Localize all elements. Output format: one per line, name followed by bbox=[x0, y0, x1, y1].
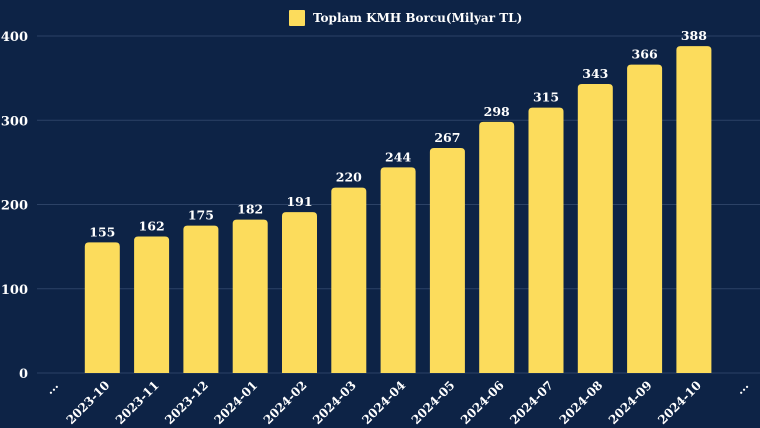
legend-swatch bbox=[289, 10, 305, 26]
data-label: 298 bbox=[484, 104, 510, 119]
bar bbox=[331, 187, 367, 373]
data-label: 388 bbox=[681, 28, 707, 43]
y-tick-label: 200 bbox=[1, 199, 28, 214]
data-label: 220 bbox=[336, 170, 362, 185]
data-label: 343 bbox=[582, 66, 608, 81]
x-axis: 2023-10 2023-11 2023-12 2024-01 2024-02 2024-… bbox=[42, 378, 751, 427]
bar bbox=[676, 46, 712, 374]
bar bbox=[577, 84, 613, 374]
x-tick-label: 2023-10 bbox=[64, 378, 113, 427]
data-label: 182 bbox=[237, 202, 263, 217]
data-label: 162 bbox=[139, 219, 165, 234]
y-tick-label: 400 bbox=[1, 30, 28, 45]
x-edge-label: ... bbox=[733, 378, 752, 397]
x-edge-label: ... bbox=[42, 378, 61, 397]
y-axis: 0 100 200 300 400 bbox=[1, 30, 28, 382]
bar bbox=[134, 236, 170, 373]
bar bbox=[282, 212, 317, 373]
x-tick-label: 2023-11 bbox=[113, 378, 162, 427]
data-label: 366 bbox=[632, 47, 658, 62]
x-tick-label: 2024-10 bbox=[655, 378, 704, 427]
x-tick-label: 2024-02 bbox=[261, 378, 310, 427]
bar bbox=[479, 121, 515, 373]
x-tick-label: 2024-04 bbox=[359, 378, 408, 427]
x-tick-label: 2024-07 bbox=[507, 378, 556, 427]
bar bbox=[380, 167, 416, 373]
x-tick-label: 2024-09 bbox=[606, 378, 655, 427]
bar bbox=[627, 64, 663, 374]
x-tick-label: 2024-08 bbox=[557, 378, 606, 427]
y-tick-label: 100 bbox=[1, 283, 28, 298]
x-tick-label: 2024-06 bbox=[458, 378, 507, 427]
data-label: 244 bbox=[385, 149, 411, 164]
x-tick-label: 2023-12 bbox=[162, 378, 211, 427]
data-label: 191 bbox=[286, 194, 312, 209]
bars: 155 162 175 182 191 220 244 267 298 315 343 366 388 bbox=[84, 28, 712, 374]
x-tick-label: 2024-03 bbox=[310, 378, 359, 427]
x-tick-label: 2024-01 bbox=[211, 378, 260, 427]
bar bbox=[528, 107, 564, 374]
bar bbox=[429, 148, 465, 373]
bar bbox=[232, 219, 268, 373]
data-label: 175 bbox=[188, 208, 214, 223]
data-label: 155 bbox=[89, 224, 115, 239]
x-tick-label: 2024-05 bbox=[409, 378, 458, 427]
data-label: 315 bbox=[533, 90, 559, 105]
data-label: 267 bbox=[434, 130, 460, 145]
y-tick-label: 0 bbox=[19, 367, 28, 382]
legend: Toplam KMH Borcu(Milyar TL) bbox=[289, 10, 522, 26]
y-tick-label: 300 bbox=[1, 114, 28, 129]
bar bbox=[84, 242, 120, 373]
bar bbox=[183, 225, 219, 373]
legend-label: Toplam KMH Borcu(Milyar TL) bbox=[313, 11, 522, 25]
